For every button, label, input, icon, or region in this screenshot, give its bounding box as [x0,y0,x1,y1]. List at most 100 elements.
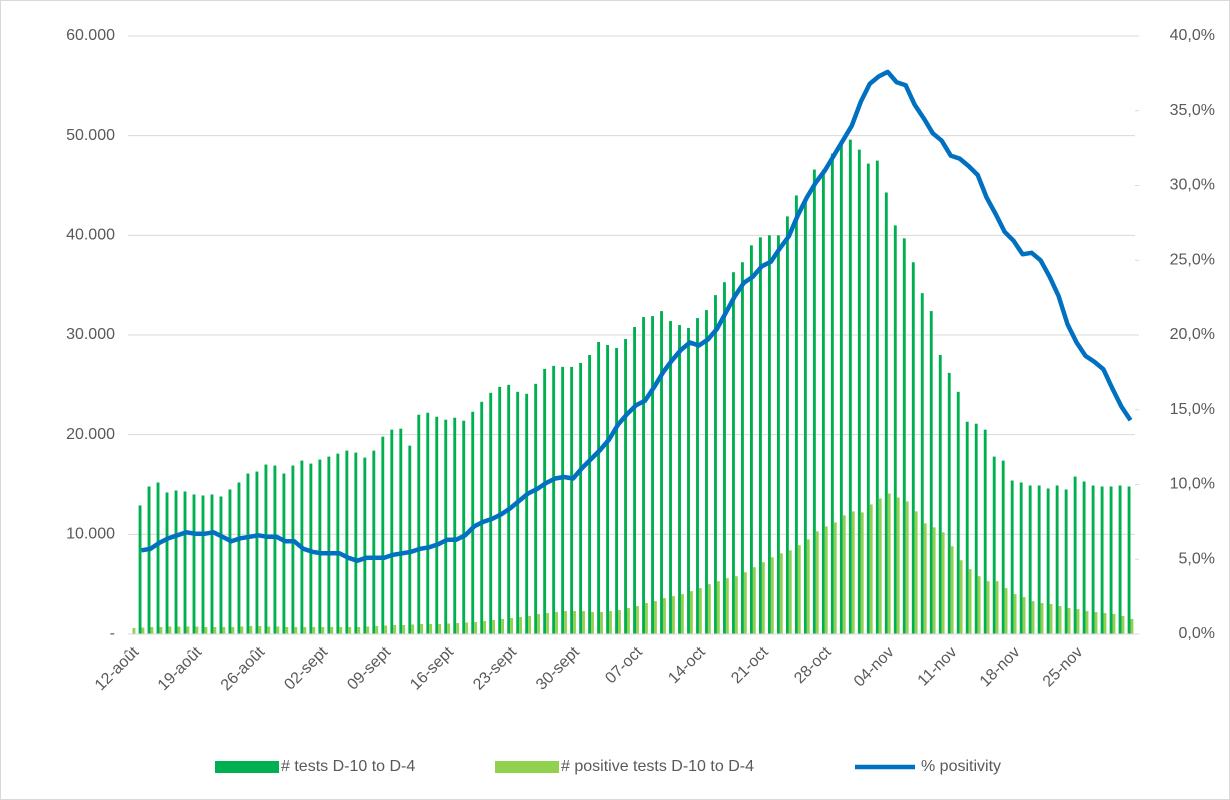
bar [525,393,529,634]
bar [893,225,897,634]
bar [725,578,729,634]
bar [606,344,610,634]
bar [974,423,978,634]
bar [905,501,909,634]
bar [920,293,924,634]
bar [186,626,190,634]
bar [875,160,879,635]
bar [285,627,289,634]
bar [1082,481,1086,634]
bar [956,391,960,634]
bar [794,195,798,634]
bar [471,411,475,634]
bar [237,482,241,634]
bar [429,624,433,634]
bar [366,626,370,634]
bar [1112,614,1116,634]
y2-tick-label: 40,0% [1170,27,1215,44]
bar [633,327,636,634]
bar [375,626,379,634]
bar [1076,609,1080,634]
bar [516,391,520,634]
bar [552,365,556,634]
y-tick-label: 60.000 [66,27,115,44]
bar [294,627,298,634]
bar [878,498,882,634]
bar [959,560,963,634]
bar [1130,619,1134,634]
bar [462,420,466,634]
bar [195,626,199,634]
bar [887,493,891,634]
bar [1121,616,1125,634]
bar [408,445,412,634]
bar [680,594,684,634]
bar [714,295,717,634]
y2-tick-label: 0,0% [1179,625,1215,642]
bar [911,262,915,634]
bar [138,505,142,634]
bar [932,527,936,634]
bar [941,532,945,634]
legend-swatch [495,761,559,773]
bar [384,625,388,634]
bar [402,625,406,634]
y-tick-label: 20.000 [66,426,115,443]
bar [761,562,765,634]
bar [758,237,762,634]
bar [336,453,340,634]
bar [228,489,232,634]
bar [390,429,394,634]
bar [767,235,771,635]
bar [609,611,612,634]
bar [1019,482,1023,634]
bar [833,522,837,634]
bar [465,622,469,634]
bar [723,282,726,634]
bar [1055,485,1059,634]
bar [1109,486,1113,634]
bar [537,614,540,634]
bar [447,623,451,634]
bar [555,612,558,634]
bar [165,492,169,634]
bar [977,576,981,634]
bar [830,153,834,634]
bar [1064,489,1068,634]
bar [318,459,322,634]
y2-tick-label: 15,0% [1170,401,1215,418]
bar [354,452,358,634]
bar [264,464,268,634]
bar [698,588,702,634]
bar [992,456,996,634]
bar [546,613,549,634]
bar [734,576,738,634]
bar [624,338,628,634]
bar [1073,476,1077,634]
bar [510,618,513,634]
bar [357,627,361,634]
bar [156,482,160,634]
bar [420,624,424,634]
bar [246,473,250,634]
bar [231,627,235,634]
bar [1022,597,1026,634]
bar [848,139,852,635]
bar [750,245,753,635]
bar [222,627,226,634]
bar [687,328,690,634]
bar [438,624,442,634]
bar [642,317,645,634]
bar [627,608,630,634]
y2-tick-label: 5,0% [1179,550,1215,567]
bar [1046,488,1050,634]
positivity-line [141,69,1133,563]
bar [741,262,744,634]
y-tick-label: 30.000 [66,326,115,343]
bar [339,627,343,634]
y2-tick-label: 20,0% [1170,326,1215,343]
bar [1103,613,1107,634]
bar [579,362,583,634]
bar [258,626,262,634]
